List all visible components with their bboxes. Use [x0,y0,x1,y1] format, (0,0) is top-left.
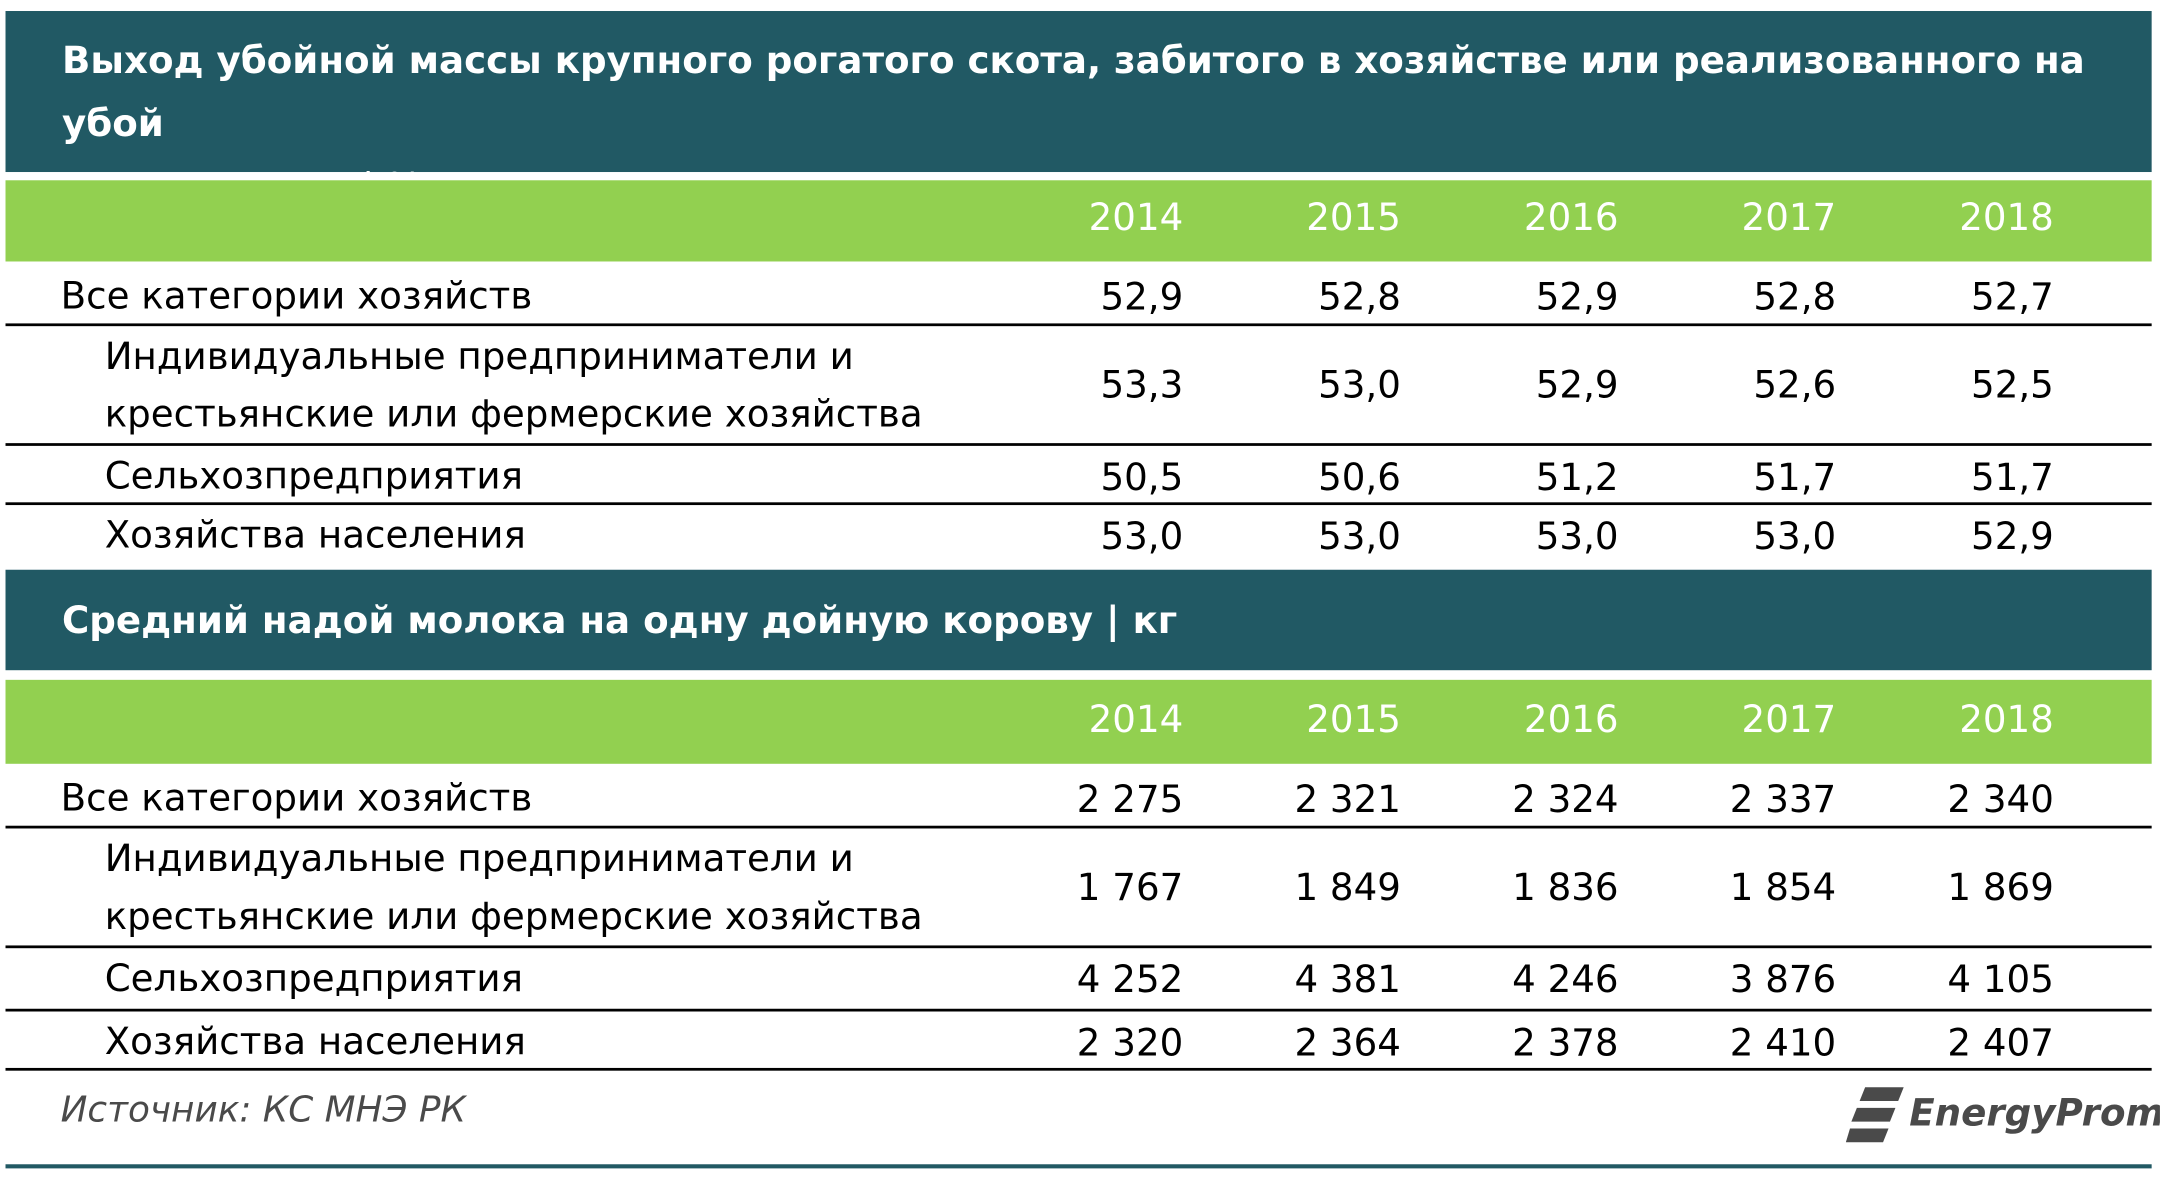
table-cell: 53,3 [1100,364,1184,408]
table2-unit: кг [1132,600,1178,643]
table-cell: 52,5 [1971,364,2054,408]
table-cell: 2 364 [1294,1022,1401,1066]
table-cell: 53,0 [1100,516,1184,559]
table-cell: 1 767 [1076,867,1184,910]
table-row: Сельхозпредприятия 4 252 4 381 4 246 3 8… [6,950,2152,1009]
year-header: 2017 [1741,196,1837,240]
table-row: Индивидуальные предприниматели и крестья… [6,830,2152,946]
bottom-rule [5,1164,2152,1169]
table-cell: 1 869 [1947,867,2054,910]
row-divider [5,443,2152,446]
table-row: Сельхозпредприятия 50,5 50,6 51,2 51,7 5… [6,447,2152,503]
table-cell: 52,9 [1100,276,1184,320]
row-divider [5,1008,2152,1012]
table-cell: 53,0 [1318,516,1401,559]
logo-text: EnergyProm [1909,1092,2160,1136]
energyprom-logo-icon [1845,1087,1904,1143]
table1-year-header: 2014 2015 2016 2017 2018 [5,180,2152,262]
row-divider [5,1067,2152,1071]
row-divider [5,825,2152,829]
table-cell: 1 849 [1294,867,1401,910]
table-cell: 50,6 [1318,456,1401,500]
table1-title-band: Выход убойной массы крупного рогатого ск… [5,11,2152,209]
table-cell: 2 324 [1512,778,1619,822]
table2-title-band: Средний надой молока на одну дойную коро… [5,569,2152,671]
table-cell: 53,0 [1753,516,1837,559]
table-cell: 51,7 [1753,456,1837,500]
row-label: Хозяйства населения [104,514,526,558]
table-cell: 51,7 [1971,456,2054,500]
table-cell: 2 407 [1947,1022,2054,1066]
table-cell: 2 275 [1076,778,1184,822]
year-header: 2016 [1523,196,1619,240]
row-label: Сельхозпредприятия [104,957,523,1001]
table-cell: 52,7 [1971,276,2054,320]
table-row: Все категории хозяйств 52,9 52,8 52,9 52… [6,264,2152,323]
row-label-line2: крестьянские или фермерские хозяйства [104,393,923,437]
row-divider [5,945,2152,949]
row-label-line2: крестьянские или фермерские хозяйства [104,895,923,939]
row-label: Все категории хозяйств [60,777,533,821]
table-cell: 3 876 [1729,959,1837,1002]
table-cell: 51,2 [1535,456,1619,500]
year-header: 2015 [1306,196,1401,240]
table-cell: 2 321 [1294,778,1401,822]
table2-title-separator: | [1106,600,1120,643]
row-label: Все категории хозяйств [60,275,533,318]
table-row: Хозяйства населения 2 320 2 364 2 378 2 … [6,1013,2152,1068]
row-label-line1: Индивидуальные предприниматели и [104,838,854,881]
table-cell: 52,9 [1535,364,1619,408]
row-divider [5,323,2152,327]
table-cell: 53,0 [1535,516,1619,559]
year-header: 2018 [1959,699,2054,742]
table-cell: 53,0 [1318,364,1401,408]
year-header: 2015 [1306,699,1401,742]
table-cell: 2 320 [1076,1022,1184,1066]
table-cell: 52,6 [1753,364,1837,408]
table1-title-line1: Выход убойной массы крупного рогатого ск… [61,39,2085,146]
table-cell: 4 252 [1076,959,1184,1002]
year-header: 2014 [1088,196,1184,240]
table-cell: 52,9 [1535,276,1619,320]
energyprom-logo: EnergyProm [1845,1084,2160,1147]
row-label: Хозяйства населения [104,1021,526,1064]
year-header: 2018 [1959,196,2054,240]
table-cell: 4 105 [1947,959,2054,1002]
table-cell: 2 378 [1512,1022,1619,1066]
table-cell: 52,9 [1971,516,2054,559]
row-label-line1: Индивидуальные предприниматели и [104,335,854,379]
table-row: Все категории хозяйств 2 275 2 321 2 324… [6,767,2152,826]
year-header: 2016 [1523,699,1619,742]
source-note: Источник: КС МНЭ РК [60,1089,466,1132]
table-cell: 2 337 [1729,778,1837,822]
table-row: Индивидуальные предприниматели и крестья… [6,328,2152,444]
table2-title: Средний надой молока на одну дойную коро… [61,600,1094,643]
row-divider [5,502,2152,506]
row-label: Сельхозпредприятия [104,455,523,499]
table-cell: 4 246 [1512,959,1619,1002]
table-cell: 52,8 [1318,276,1401,320]
year-header: 2017 [1741,699,1837,742]
table-cell: 4 381 [1294,959,1401,1002]
table-cell: 50,5 [1100,456,1184,500]
table-cell: 52,8 [1753,276,1837,320]
table-cell: 1 854 [1729,867,1837,910]
table-cell: 2 340 [1947,778,2054,822]
year-header: 2014 [1088,699,1184,742]
table-row: Хозяйства населения 53,0 53,0 53,0 53,0 … [6,506,2152,562]
table-cell: 2 410 [1729,1022,1837,1066]
table2-year-header: 2014 2015 2016 2017 2018 [5,679,2152,764]
table-cell: 1 836 [1512,867,1619,910]
